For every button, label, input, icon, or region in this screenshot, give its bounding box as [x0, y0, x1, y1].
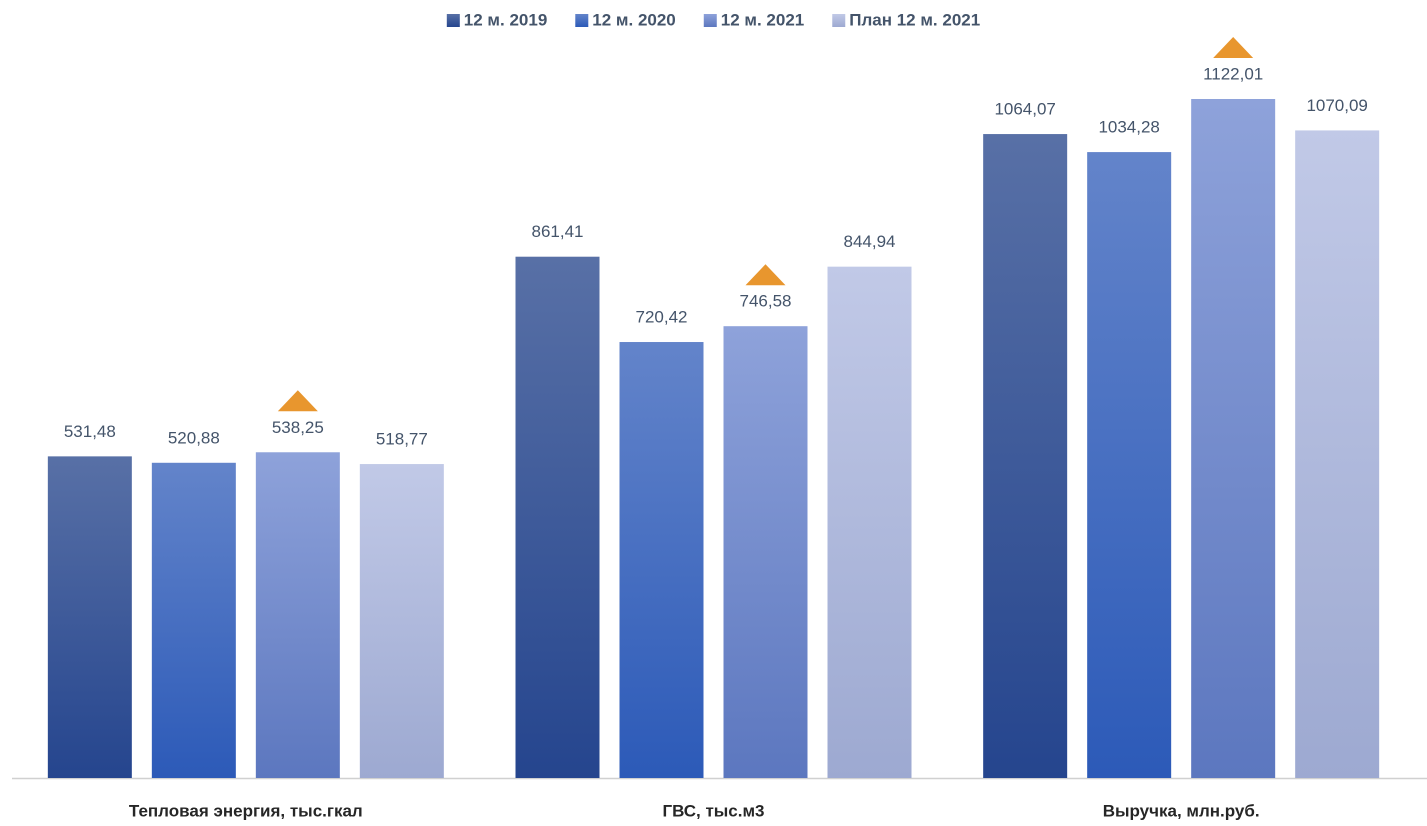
bar [983, 134, 1068, 778]
value-label: 1064,07 [994, 100, 1055, 119]
value-label: 720,42 [636, 308, 688, 327]
value-label: 531,48 [64, 422, 116, 441]
legend: 12 м. 2019 12 м. 2020 12 м. 2021 План 12 м.… [446, 10, 980, 29]
bar [151, 462, 236, 778]
bar [827, 266, 912, 778]
value-label: 1034,28 [1098, 118, 1159, 137]
bar [1295, 130, 1380, 778]
value-label: 538,25 [272, 418, 324, 437]
value-label: 844,94 [844, 232, 896, 251]
bar [47, 456, 132, 778]
highlight-marker [277, 390, 318, 412]
x-tick-label: ГВС, тыс.м3 [662, 801, 764, 820]
bar [723, 326, 808, 778]
value-label: 746,58 [740, 292, 792, 311]
legend-swatch [703, 14, 717, 27]
legend-label: 12 м. 2019 [464, 10, 547, 29]
bar [1191, 99, 1276, 778]
legend-swatch [575, 14, 589, 27]
bar [359, 464, 444, 778]
bar [1087, 152, 1172, 778]
bar [255, 452, 340, 778]
value-label: 1070,09 [1306, 96, 1367, 115]
value-label: 1122,01 [1203, 64, 1263, 83]
legend-label: План 12 м. 2021 [849, 10, 980, 29]
x-tick-label: Выручка, млн.руб. [1103, 801, 1260, 820]
value-label: 520,88 [168, 428, 220, 447]
legend-label: 12 м. 2021 [721, 10, 804, 29]
highlight-marker [745, 264, 786, 286]
value-label: 518,77 [376, 430, 428, 449]
highlight-marker [1213, 37, 1254, 58]
bar [619, 342, 704, 778]
legend-swatch [832, 14, 846, 27]
legend-label: 12 м. 2020 [592, 10, 675, 29]
x-tick-label: Тепловая энергия, тыс.гкал [129, 801, 363, 820]
value-label: 861,41 [532, 222, 584, 241]
legend-swatch [446, 14, 460, 27]
bar [515, 256, 600, 779]
